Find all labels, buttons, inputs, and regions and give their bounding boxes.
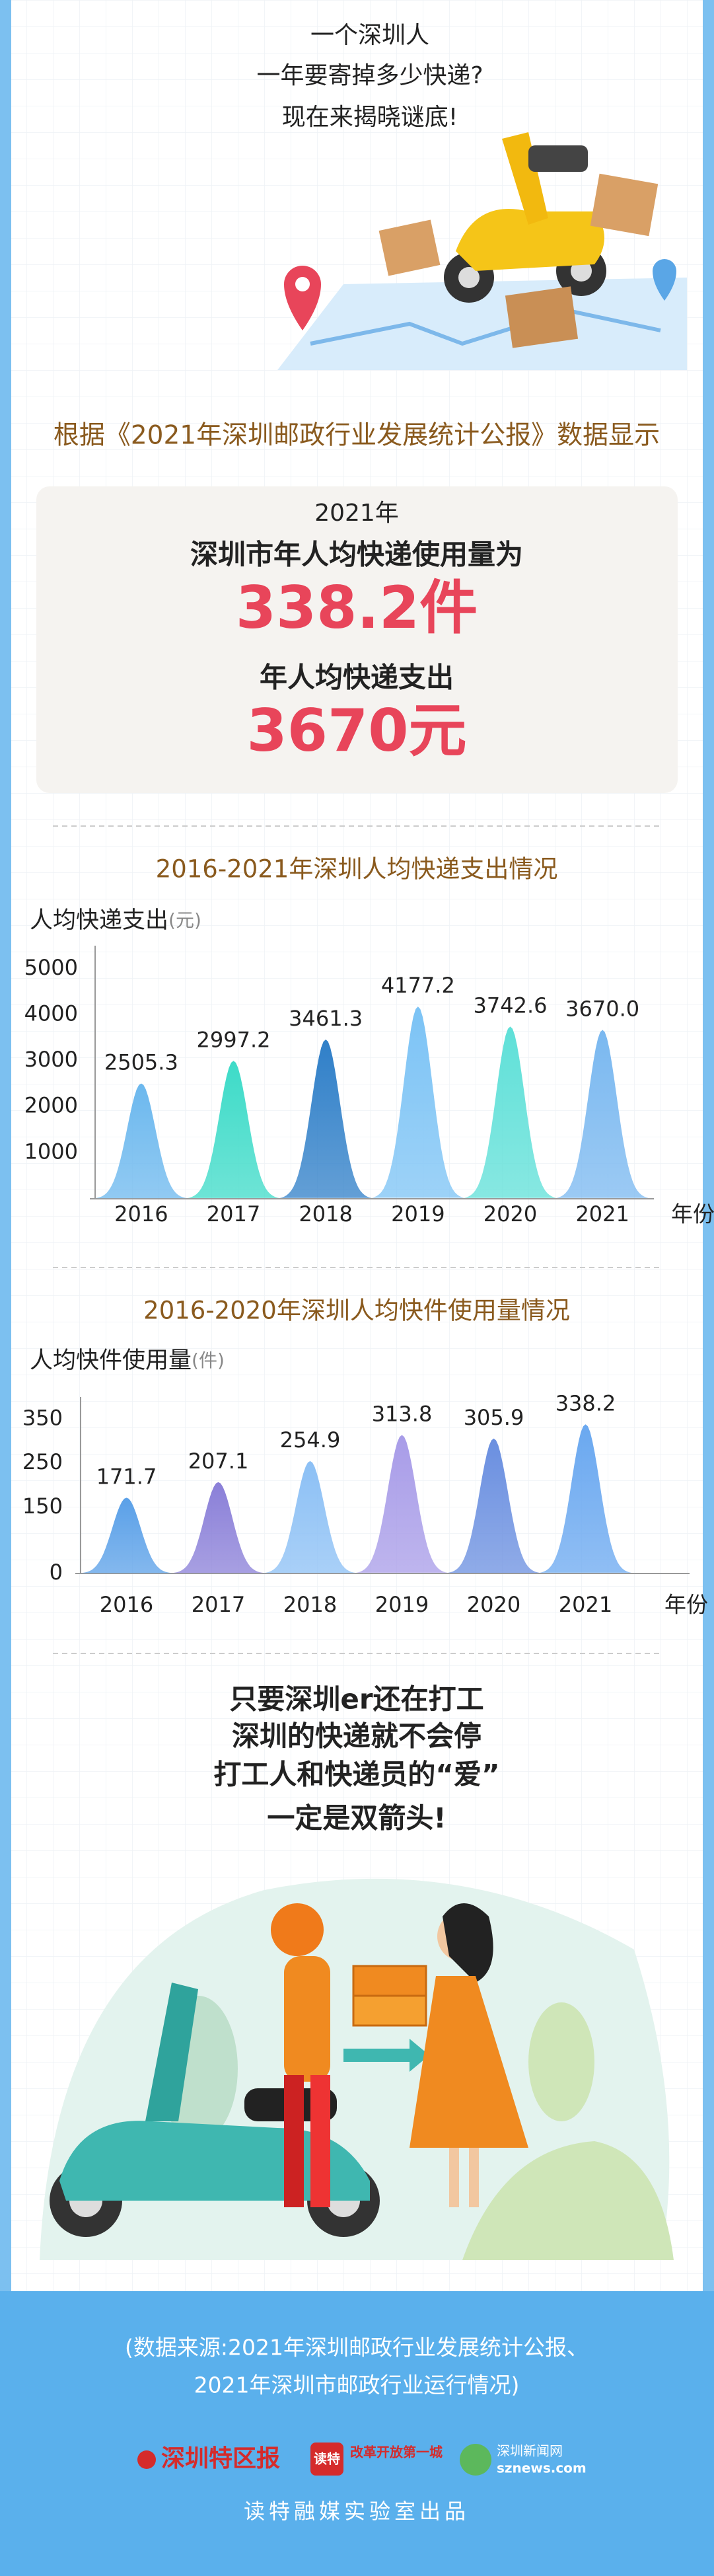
slogan-line: 一定是双箭头! [267, 1802, 446, 1835]
y-axis-label: 人均快递支出(元) [30, 907, 201, 934]
highlight-value: 3670元 [247, 697, 467, 765]
value-label: 313.8 [372, 1402, 433, 1427]
bell [95, 1083, 188, 1199]
y-tick-label: 5000 [24, 955, 78, 980]
highlight-label: 年人均快递支出 [260, 662, 454, 694]
y-axis-unit: (元) [168, 909, 201, 931]
y-tick-label: 0 [50, 1560, 63, 1585]
y-axis-title: 人均快件使用量 [30, 1347, 192, 1374]
value-label: 171.7 [96, 1464, 157, 1489]
logo-sznews-name: 深圳新闻网 [497, 2443, 563, 2459]
value-label: 3670.0 [565, 996, 639, 1021]
y-axis-unit: (件) [192, 1349, 225, 1371]
bell [279, 1040, 372, 1198]
bell [187, 1061, 280, 1198]
value-label: 305.9 [464, 1405, 524, 1430]
scooter-illustration [277, 132, 687, 370]
x-tick-label: 2019 [391, 1201, 445, 1227]
intro-line: 现在来揭晓谜底! [282, 104, 458, 131]
x-axis-label: 年份 [664, 1592, 708, 1618]
x-tick-label: 2018 [299, 1201, 352, 1227]
value-label: 3742.6 [474, 993, 548, 1018]
logo-tequbao: 深圳特区报 [161, 2445, 280, 2472]
bell [172, 1482, 264, 1573]
bell [464, 1026, 557, 1198]
logo-icon [310, 2443, 343, 2476]
slogan-line: 打工人和快递员的“爱” [213, 1759, 499, 1791]
highlight-label: 深圳市年人均快递使用量为 [190, 539, 523, 571]
highlight-value: 338.2件 [236, 574, 478, 642]
chart-title: 2016-2021年深圳人均快递支出情况 [156, 855, 558, 884]
footer-source: 2021年深圳市邮政行业运行情况) [194, 2372, 520, 2398]
bell [556, 1030, 649, 1198]
bell [540, 1424, 631, 1573]
x-tick-label: 2019 [375, 1592, 429, 1617]
logo-duté: 读特 [314, 2451, 340, 2467]
x-tick-label: 2016 [114, 1201, 168, 1227]
intro-line: 一年要寄掉多少快递? [256, 62, 483, 89]
slogan-line: 只要深圳er还在打工 [229, 1683, 483, 1716]
y-axis-title: 人均快递支出 [30, 907, 168, 934]
y-tick-label: 350 [22, 1405, 63, 1430]
logo-sznews-url: sznews.com [497, 2460, 587, 2476]
y-tick-label: 2000 [24, 1093, 78, 1118]
logo-icon [460, 2444, 491, 2476]
value-label: 2997.2 [197, 1027, 271, 1052]
credit: 读特融媒实验室出品 [244, 2499, 470, 2524]
footer-bg [0, 2291, 714, 2576]
x-tick-label: 2016 [100, 1592, 153, 1617]
chart-title: 2016-2020年深圳人均快件使用量情况 [143, 1297, 570, 1325]
bell [81, 1497, 172, 1573]
footer-source: (数据来源:2021年深圳邮政行业发展统计公报、 [125, 2335, 589, 2361]
x-tick-label: 2020 [467, 1592, 520, 1617]
value-label: 3461.3 [289, 1006, 363, 1031]
y-tick-label: 4000 [24, 1001, 78, 1026]
x-tick-label: 2017 [192, 1592, 245, 1617]
slogan-line: 深圳的快递就不会停 [232, 1720, 482, 1753]
bell [372, 1006, 464, 1198]
y-axis-label: 人均快件使用量(件) [30, 1347, 225, 1374]
x-tick-label: 2018 [283, 1592, 337, 1617]
value-label: 2505.3 [104, 1050, 178, 1075]
bell [448, 1438, 540, 1573]
highlight-year: 2021年 [314, 500, 399, 527]
logo-dute-text: 改革开放第一城 [350, 2444, 443, 2460]
value-label: 207.1 [188, 1449, 249, 1474]
source-note: 根据《2021年深圳邮政行业发展统计公报》数据显示 [54, 421, 660, 451]
bell [356, 1435, 448, 1573]
intro-line: 一个深圳人 [310, 22, 429, 49]
courier-illustration [40, 1878, 674, 2260]
y-tick-label: 1000 [24, 1139, 78, 1164]
logo-icon [137, 2450, 156, 2469]
bell [264, 1460, 356, 1573]
x-tick-label: 2020 [483, 1201, 537, 1227]
y-tick-label: 3000 [24, 1047, 78, 1072]
highlight-box [36, 486, 678, 793]
x-tick-label: 2021 [575, 1201, 629, 1227]
y-tick-label: 150 [22, 1494, 63, 1519]
x-axis-label: 年份 [671, 1201, 714, 1227]
x-tick-label: 2021 [559, 1592, 612, 1617]
value-label: 254.9 [280, 1427, 341, 1453]
y-tick-label: 250 [22, 1449, 63, 1474]
value-label: 338.2 [555, 1390, 616, 1416]
x-tick-label: 2017 [207, 1201, 260, 1227]
value-label: 4177.2 [381, 973, 455, 998]
